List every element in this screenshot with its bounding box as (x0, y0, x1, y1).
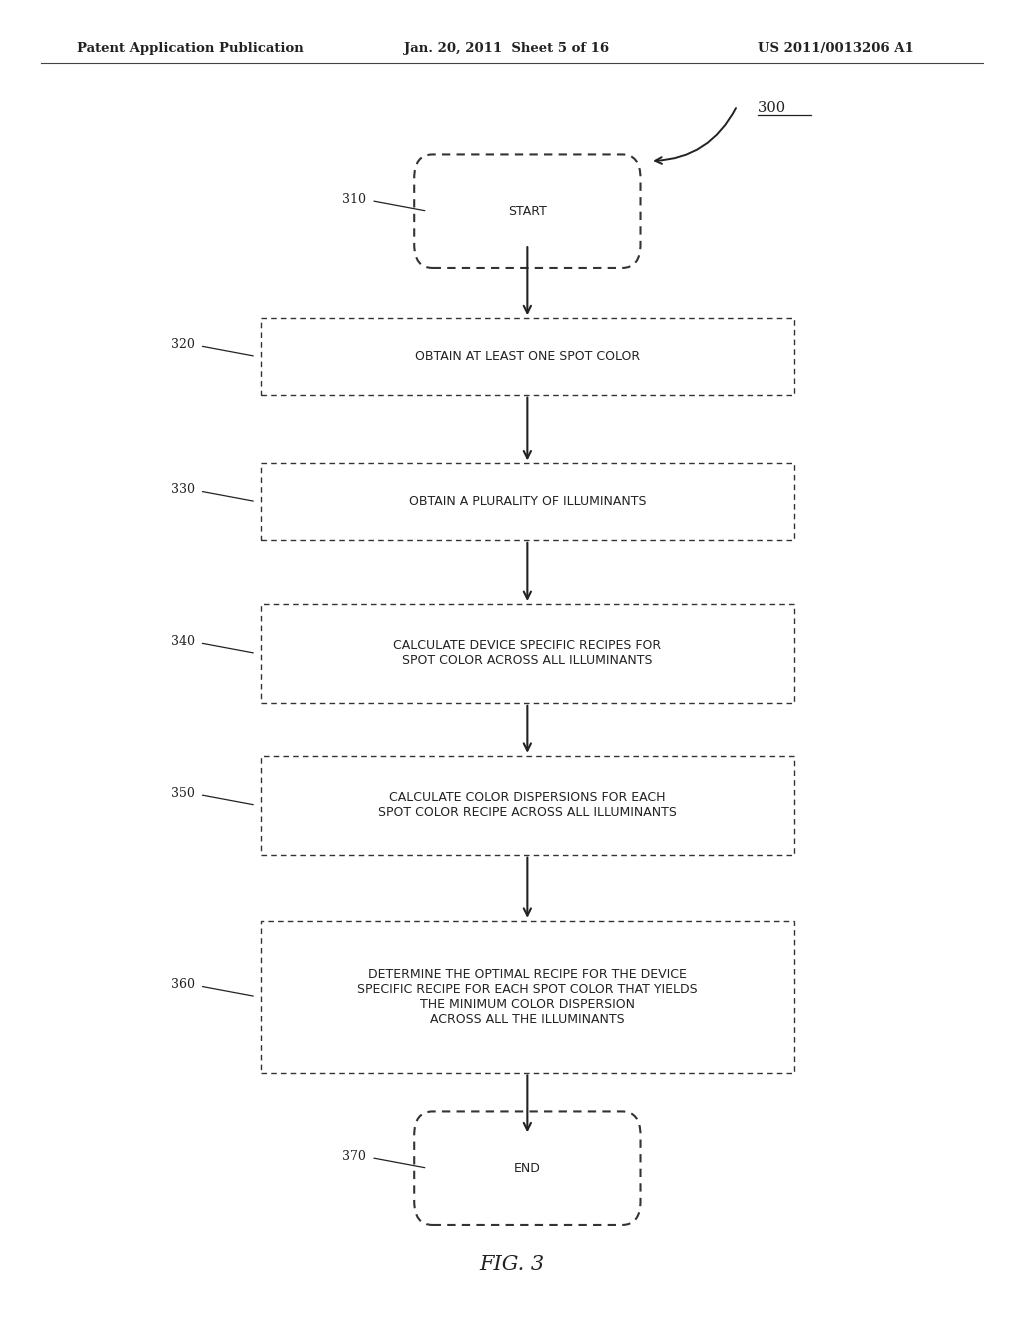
Text: 360: 360 (171, 978, 195, 991)
Text: Patent Application Publication: Patent Application Publication (77, 42, 303, 55)
Text: START: START (508, 205, 547, 218)
Text: CALCULATE DEVICE SPECIFIC RECIPES FOR
SPOT COLOR ACROSS ALL ILLUMINANTS: CALCULATE DEVICE SPECIFIC RECIPES FOR SP… (393, 639, 662, 668)
Text: Jan. 20, 2011  Sheet 5 of 16: Jan. 20, 2011 Sheet 5 of 16 (404, 42, 609, 55)
FancyBboxPatch shape (414, 154, 641, 268)
Bar (261, 755, 794, 855)
FancyBboxPatch shape (414, 1111, 641, 1225)
Text: 310: 310 (342, 193, 367, 206)
Text: 300: 300 (758, 100, 785, 115)
Bar (261, 463, 794, 540)
Bar (261, 318, 794, 395)
Text: DETERMINE THE OPTIMAL RECIPE FOR THE DEVICE
SPECIFIC RECIPE FOR EACH SPOT COLOR : DETERMINE THE OPTIMAL RECIPE FOR THE DEV… (357, 968, 697, 1026)
Text: 330: 330 (171, 483, 195, 496)
Text: US 2011/0013206 A1: US 2011/0013206 A1 (758, 42, 913, 55)
Text: 370: 370 (342, 1150, 367, 1163)
Text: 340: 340 (171, 635, 195, 648)
Text: OBTAIN A PLURALITY OF ILLUMINANTS: OBTAIN A PLURALITY OF ILLUMINANTS (409, 495, 646, 508)
Text: 350: 350 (171, 787, 195, 800)
Text: END: END (514, 1162, 541, 1175)
Text: 320: 320 (171, 338, 195, 351)
Text: FIG. 3: FIG. 3 (479, 1255, 545, 1274)
Text: CALCULATE COLOR DISPERSIONS FOR EACH
SPOT COLOR RECIPE ACROSS ALL ILLUMINANTS: CALCULATE COLOR DISPERSIONS FOR EACH SPO… (378, 791, 677, 820)
Bar (261, 605, 794, 702)
Bar (261, 921, 794, 1072)
Text: OBTAIN AT LEAST ONE SPOT COLOR: OBTAIN AT LEAST ONE SPOT COLOR (415, 350, 640, 363)
